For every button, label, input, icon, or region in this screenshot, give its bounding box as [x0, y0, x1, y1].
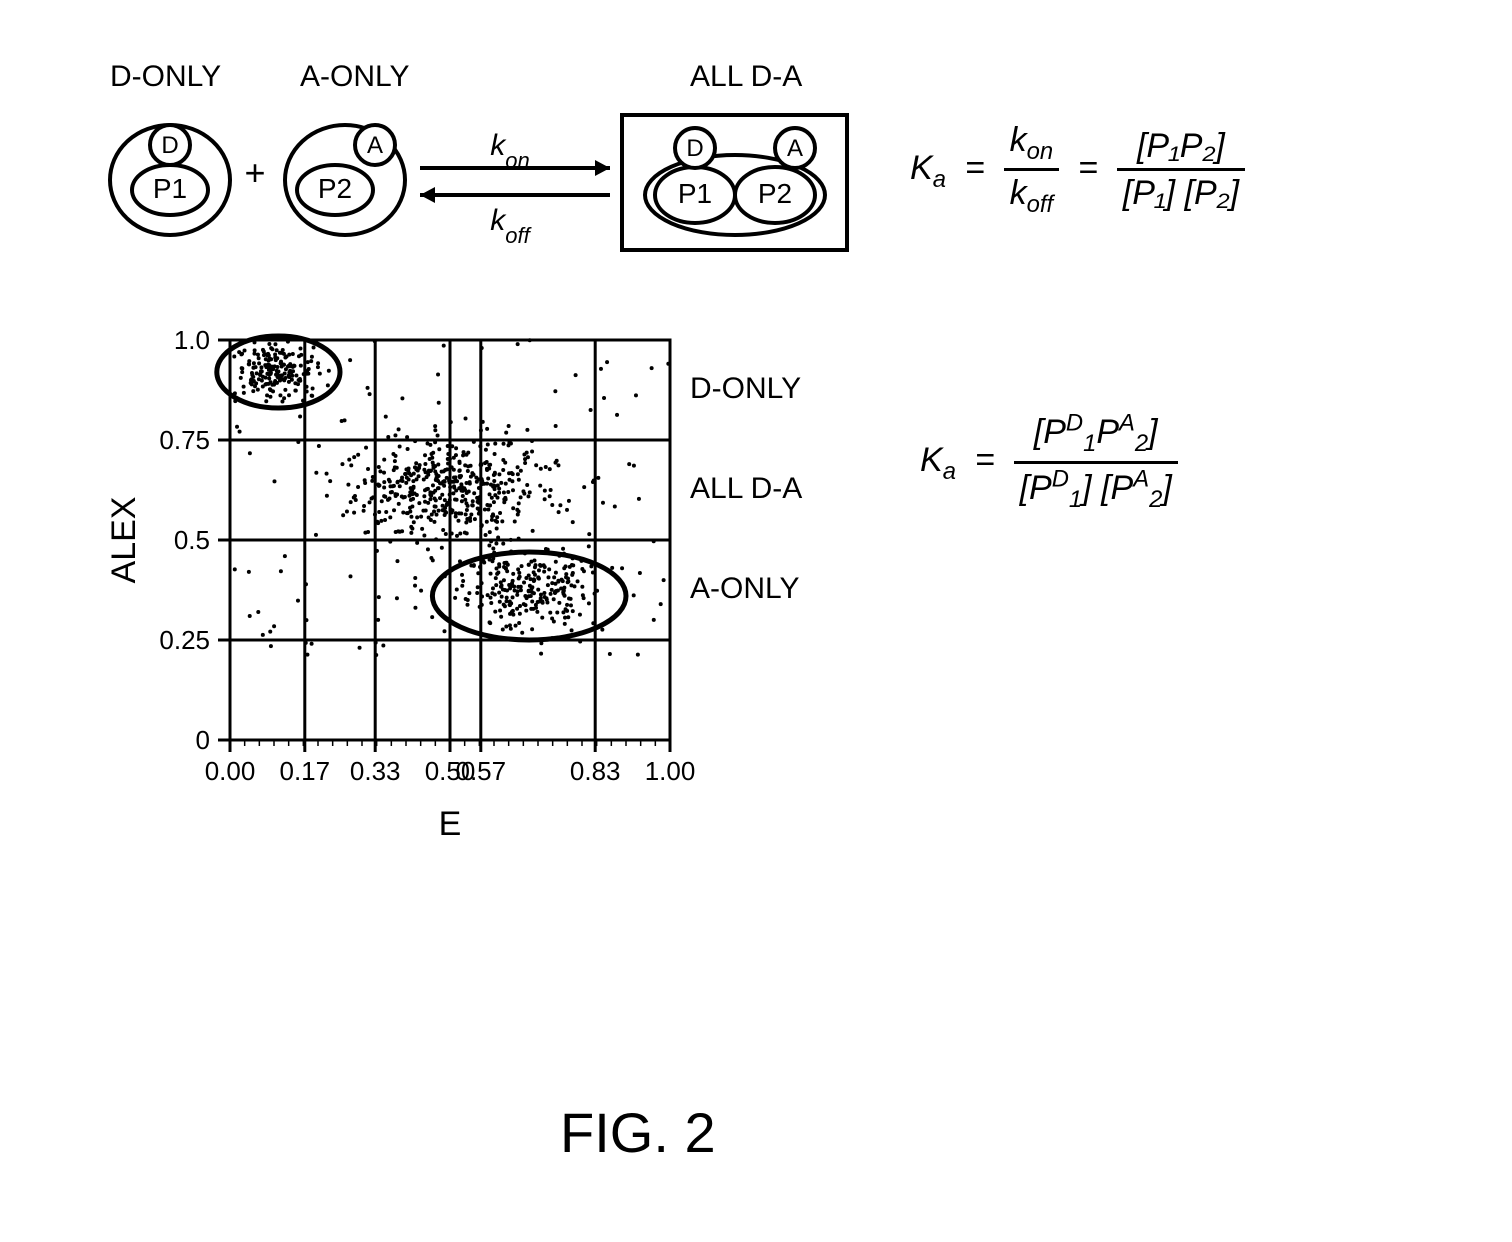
- reaction-scheme: D-ONLY A-ONLY ALL D-A P1 D + P2: [100, 60, 870, 260]
- svg-text:D: D: [686, 135, 703, 162]
- svg-text:A: A: [367, 132, 383, 159]
- eq2-eq: =: [975, 441, 995, 479]
- svg-text:ALL D-A: ALL D-A: [690, 472, 802, 505]
- alex-e-chart: 0.000.170.330.500.570.831.0000.250.50.75…: [100, 320, 860, 860]
- all-da-label: ALL D-A: [690, 60, 802, 94]
- plus-sign: +: [244, 152, 265, 193]
- d-only-label: D-ONLY: [110, 60, 221, 94]
- eq1-lhs: Ka: [910, 149, 946, 187]
- a-only-molecule: P2 A: [285, 125, 405, 235]
- figure-caption: FIG. 2: [560, 1100, 716, 1165]
- eq1-frac2: [P₁P₂] [P₁] [P₂]: [1117, 126, 1245, 215]
- svg-text:1.0: 1.0: [174, 325, 210, 355]
- svg-text:0.33: 0.33: [350, 756, 401, 786]
- svg-text:1.00: 1.00: [645, 756, 696, 786]
- bottom-row: 0.000.170.330.500.570.831.0000.250.50.75…: [100, 320, 1400, 860]
- svg-text:P2: P2: [758, 178, 792, 209]
- a-only-label: A-ONLY: [300, 60, 409, 94]
- svg-text:A: A: [787, 135, 803, 162]
- d-only-molecule: P1 D: [110, 125, 230, 235]
- da-complex: P1 P2 D A: [622, 115, 847, 250]
- equation-ka-kinetic: Ka = kon koff = [P₁P₂] [P₁] [P₂]: [910, 120, 1245, 220]
- svg-text:0.17: 0.17: [279, 756, 330, 786]
- svg-text:koff: koff: [490, 204, 532, 248]
- svg-text:0.75: 0.75: [159, 425, 210, 455]
- svg-text:0.25: 0.25: [159, 625, 210, 655]
- top-row: D-ONLY A-ONLY ALL D-A P1 D + P2: [100, 60, 1400, 260]
- svg-text:0.5: 0.5: [174, 525, 210, 555]
- svg-text:P2: P2: [318, 173, 352, 204]
- svg-text:0.00: 0.00: [205, 756, 256, 786]
- svg-text:P1: P1: [678, 178, 712, 209]
- eq1-eq1: =: [965, 149, 985, 187]
- svg-text:D-ONLY: D-ONLY: [690, 372, 801, 405]
- svg-text:ALEX: ALEX: [105, 497, 143, 584]
- svg-text:0: 0: [196, 725, 210, 755]
- eq2-lhs: Ka: [920, 441, 956, 479]
- svg-text:0.57: 0.57: [455, 756, 506, 786]
- svg-text:P1: P1: [153, 173, 187, 204]
- svg-text:E: E: [439, 805, 462, 843]
- svg-text:D: D: [161, 132, 178, 159]
- reaction-arrows: kon koff: [420, 129, 610, 248]
- equation-ka-labeled: Ka = [PD1PA2] [PD1] [PA2]: [920, 410, 1178, 514]
- svg-text:A-ONLY: A-ONLY: [690, 572, 799, 605]
- scheme-svg: P1 D + P2 A kon: [100, 90, 870, 290]
- svg-text:0.83: 0.83: [570, 756, 621, 786]
- eq2-frac: [PD1PA2] [PD1] [PA2]: [1014, 410, 1178, 514]
- chart-svg: 0.000.170.330.500.570.831.0000.250.50.75…: [100, 320, 860, 860]
- eq1-frac1: kon koff: [1004, 120, 1059, 220]
- eq1-eq2: =: [1078, 149, 1098, 187]
- svg-text:kon: kon: [490, 129, 529, 173]
